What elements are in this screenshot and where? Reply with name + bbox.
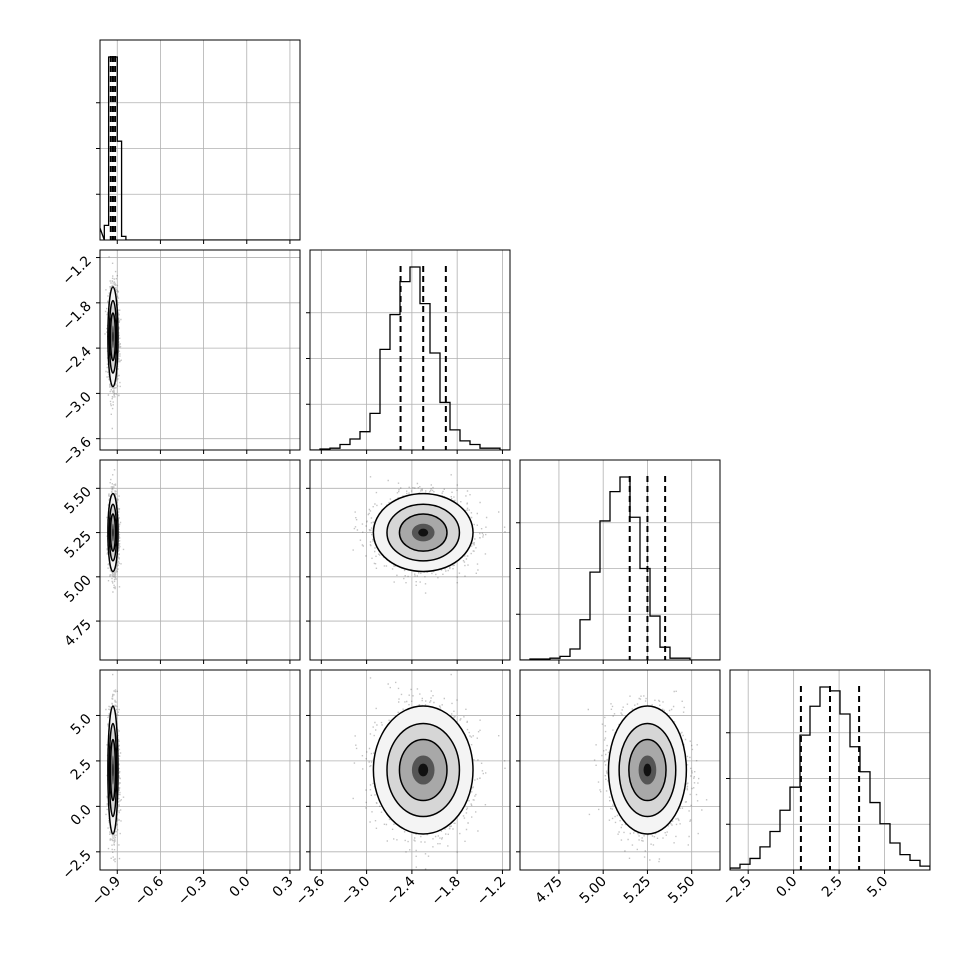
- contour: [108, 299, 118, 374]
- contour: [372, 705, 474, 835]
- contour: [108, 722, 118, 818]
- panel-3-3: [726, 669, 931, 874]
- panel-frame: [99, 459, 301, 661]
- contour: [628, 738, 667, 802]
- x-tick-label: 0.0: [227, 874, 254, 901]
- x-tick-label: 4.75: [532, 874, 565, 907]
- panel-frame: [309, 669, 511, 871]
- panel-1-1: [306, 249, 511, 454]
- y-tick-label: −1.8: [59, 298, 94, 333]
- x-tick-label: −2.4: [383, 873, 418, 908]
- contour: [386, 503, 461, 562]
- contour: [618, 722, 677, 818]
- panel-frame: [99, 249, 301, 451]
- y-tick-label: −3.0: [59, 389, 94, 424]
- y-tick-label: 0.0: [68, 802, 95, 829]
- contour: [107, 492, 119, 573]
- contour: [398, 738, 448, 802]
- x-tick-label: 0.0: [773, 874, 800, 901]
- y-tick-label: 5.0: [68, 711, 95, 738]
- y-tick-label: −3.6: [59, 434, 94, 469]
- panel-frame: [729, 669, 931, 871]
- y-tick-label: 5.00: [61, 572, 94, 605]
- histogram-1: [310, 266, 510, 450]
- x-tick-label: 2.5: [819, 874, 846, 901]
- x-tick-label: −0.3: [175, 874, 210, 909]
- contour: [372, 492, 474, 573]
- scatter-points: [587, 690, 708, 863]
- scatter-points: [352, 474, 506, 594]
- panel-frame: [519, 459, 721, 661]
- y-tick-label: 4.75: [61, 617, 94, 650]
- density-peak: [418, 528, 429, 537]
- histogram-0: [100, 56, 300, 240]
- density-peak: [112, 331, 114, 342]
- scatter-points: [106, 469, 125, 593]
- x-tick-label: −0.6: [132, 873, 167, 908]
- panel-0-1: [96, 249, 301, 454]
- panel-0-2: [96, 459, 301, 664]
- scatter-points: [105, 673, 125, 863]
- density-peak: [112, 528, 114, 537]
- histogram-2: [520, 476, 720, 660]
- panel-frame: [99, 669, 301, 871]
- contour: [108, 503, 118, 562]
- panel-2-2: [516, 459, 721, 664]
- contour: [386, 722, 461, 818]
- x-tick-label: 5.00: [577, 874, 610, 907]
- scatter-points: [104, 256, 122, 430]
- panel-2-3: [516, 669, 721, 874]
- scatter-points: [352, 673, 506, 870]
- y-tick-label: −1.2: [59, 253, 94, 288]
- x-tick-label: −1.2: [474, 874, 509, 909]
- panel-frame: [99, 39, 301, 241]
- panel-0-0: [96, 39, 301, 244]
- x-tick-label: −3.0: [338, 874, 373, 909]
- contour: [109, 513, 117, 552]
- y-tick-label: 5.50: [61, 484, 94, 517]
- panel-1-2: [306, 459, 511, 664]
- y-tick-label: 2.5: [68, 756, 95, 783]
- panel-0-3: [96, 669, 301, 874]
- x-tick-label: 5.25: [621, 874, 654, 907]
- panel-1-3: [306, 669, 511, 874]
- density-peak: [643, 763, 652, 777]
- contour: [398, 513, 448, 552]
- x-tick-label: 5.0: [864, 874, 891, 901]
- density-peak: [418, 763, 429, 777]
- x-tick-label: −0.9: [89, 874, 124, 909]
- panel-frame: [519, 669, 721, 871]
- y-tick-label: −2.5: [59, 847, 94, 882]
- contour: [607, 705, 688, 835]
- y-tick-label: −2.4: [59, 344, 94, 379]
- x-tick-label: −3.6: [293, 873, 328, 908]
- panel-frame: [309, 459, 511, 661]
- x-tick-label: 5.50: [665, 874, 698, 907]
- panel-frame: [309, 249, 511, 451]
- x-tick-label: −1.8: [429, 874, 464, 909]
- y-tick-label: 5.25: [61, 528, 94, 561]
- density-peak: [112, 763, 114, 777]
- x-tick-label: −2.5: [720, 874, 755, 909]
- contour: [107, 705, 119, 835]
- contour: [109, 312, 117, 362]
- contour: [109, 738, 117, 802]
- contour: [107, 286, 119, 388]
